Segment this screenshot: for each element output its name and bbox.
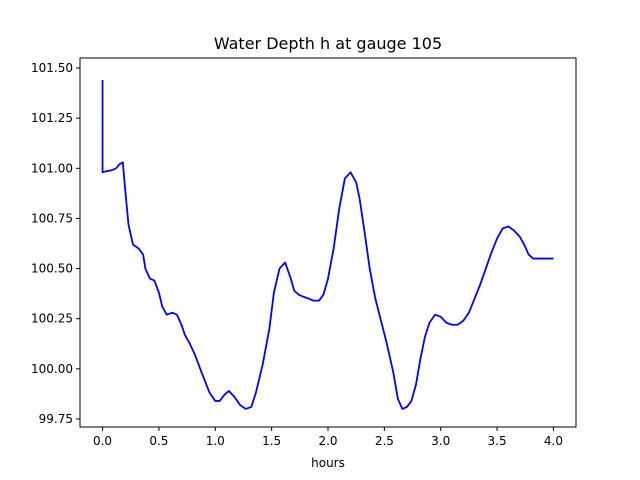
x-axis: 0.0 0.5 1.0 1.5 2.0 2.5 3.0 3.5 4.0 <box>93 427 563 448</box>
x-tick-label: 1.5 <box>262 434 281 448</box>
chart-title: Water Depth h at gauge 105 <box>214 34 442 53</box>
y-tick-label: 100.75 <box>31 211 73 225</box>
y-axis: 99.75 100.00 100.25 100.50 100.75 101.00 101.2… <box>31 61 80 426</box>
y-tick-label: 100.25 <box>31 312 73 326</box>
x-tick-label: 1.0 <box>206 434 225 448</box>
y-tick-label: 101.25 <box>31 111 73 125</box>
series-line <box>101 80 554 410</box>
x-tick-label: 2.5 <box>375 434 394 448</box>
x-tick-label: 4.0 <box>544 434 563 448</box>
x-tick-label: 2.0 <box>318 434 337 448</box>
y-tick-label: 100.00 <box>31 362 73 376</box>
y-tick-label: 99.75 <box>39 412 73 426</box>
y-tick-label: 101.50 <box>31 61 73 75</box>
x-axis-label: hours <box>311 456 345 470</box>
y-tick-label: 101.00 <box>31 161 73 175</box>
y-tick-label: 100.50 <box>31 262 73 276</box>
x-tick-label: 0.0 <box>93 434 112 448</box>
x-tick-label: 3.5 <box>488 434 507 448</box>
plot-area <box>101 80 554 410</box>
x-tick-label: 3.0 <box>431 434 450 448</box>
x-tick-label: 0.5 <box>149 434 168 448</box>
